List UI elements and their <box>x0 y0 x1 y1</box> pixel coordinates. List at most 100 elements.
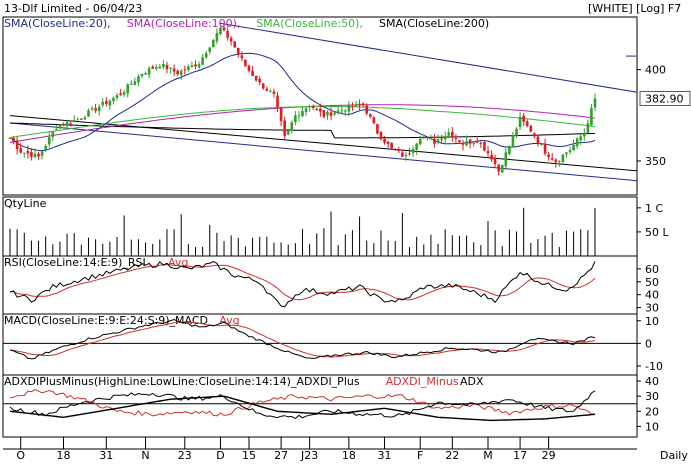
candle-body <box>294 115 297 123</box>
candle-body <box>454 137 458 139</box>
candle-body <box>222 27 226 31</box>
candle-body <box>540 143 543 145</box>
candle-body <box>8 137 12 139</box>
candle-body <box>87 110 90 117</box>
candle-body <box>579 136 583 141</box>
candle-body <box>504 152 508 167</box>
candle-body <box>390 143 393 149</box>
candle-body <box>386 141 390 144</box>
candle-body <box>543 143 547 154</box>
candle-body <box>383 138 386 143</box>
candle-body <box>472 142 476 144</box>
candle-body <box>251 70 254 77</box>
candle-body <box>308 106 311 108</box>
candle-body <box>233 41 237 48</box>
candle-body <box>586 123 590 133</box>
candle-body <box>147 68 151 75</box>
candle-body <box>511 135 515 147</box>
candle-body <box>461 143 465 145</box>
xtick-label-6: 15 <box>242 449 256 462</box>
candle-body <box>62 124 65 126</box>
candle-body <box>137 76 140 83</box>
candle-body <box>333 112 336 115</box>
candle-body <box>19 148 23 153</box>
candle-body <box>572 144 575 151</box>
xtick-label-4: 23 <box>178 449 192 462</box>
price-legend-3: SMA(CloseLine:200) <box>379 17 489 30</box>
candle-body <box>322 110 326 117</box>
last-price-box <box>639 90 691 106</box>
candle-body <box>40 151 44 156</box>
macd-avg-line <box>9 321 596 358</box>
candle-body <box>493 157 497 165</box>
candle-body <box>33 153 37 158</box>
candle-body <box>497 164 500 172</box>
candle-body <box>272 91 276 94</box>
candle-body <box>208 47 212 52</box>
trendline-1 <box>9 122 638 182</box>
price-panel: 400 350 382.90 SMA(CloseLine:20), SMA(CloseL… <box>4 17 691 182</box>
candle-body <box>65 121 69 126</box>
candle-body <box>90 108 94 110</box>
candle-body <box>15 140 19 149</box>
candle-body <box>451 131 454 138</box>
candle-body <box>219 27 222 35</box>
candle-body <box>336 110 340 112</box>
candle-body <box>69 123 72 125</box>
macd-panel-ytick-label-2: -10 <box>645 360 663 373</box>
rsi-panel-ytick-label-0: 60 <box>645 263 659 276</box>
volume-panel: QtyLine 1 C 50 L <box>4 197 669 256</box>
macd-panel-ytick-label-0: 10 <box>645 315 659 328</box>
candle-body <box>593 98 597 108</box>
volume-legend: QtyLine <box>4 197 47 210</box>
candle-body <box>283 120 286 136</box>
candle-body <box>51 131 55 137</box>
candle-body <box>226 31 229 38</box>
candle-body <box>468 139 472 144</box>
candle-body <box>30 152 33 158</box>
candle-body <box>290 122 294 131</box>
panel-frame-4 <box>2 374 638 438</box>
candle-body <box>108 100 112 106</box>
candle-body <box>347 104 351 112</box>
chart-mode-label: [WHITE] [Log] F7 <box>588 2 681 15</box>
candle-body <box>529 125 533 132</box>
candle-body <box>72 120 76 122</box>
volume-ytick-label-0: 1 C <box>645 202 663 215</box>
candle-body <box>247 65 251 71</box>
candle-body <box>351 106 354 108</box>
candle-body <box>179 70 183 76</box>
candle-body <box>475 141 479 143</box>
candle-body <box>533 133 536 137</box>
candle-body <box>269 91 272 93</box>
candle-body <box>426 136 429 138</box>
adx-panel-ytick-label-0: 40 <box>645 375 659 388</box>
candle-body <box>354 104 358 107</box>
xtick-label-3: N <box>141 449 149 462</box>
xtick-label-11: F <box>417 449 423 462</box>
candle-body <box>83 117 87 120</box>
candle-body <box>518 116 522 128</box>
candle-body <box>315 108 319 110</box>
candle-body <box>176 70 179 75</box>
candle-body <box>458 140 461 143</box>
candle-body <box>105 101 108 104</box>
candle-body <box>433 138 436 144</box>
candle-body <box>165 65 169 70</box>
candle-body <box>97 106 101 111</box>
candle-body <box>515 128 518 136</box>
adx-plus-line <box>9 390 596 420</box>
candle-body <box>422 137 426 139</box>
adx-panel: ADXDIPlusMinus(HighLine:LowLine:CloseLin… <box>3 375 659 433</box>
candle-body <box>236 47 240 54</box>
candle-body <box>311 106 315 108</box>
adx-panel-ytick-label-3: 10 <box>645 420 659 433</box>
price-ytick-label-0: 400 <box>645 64 666 77</box>
candle-body <box>286 128 290 135</box>
candle-body <box>22 152 26 154</box>
xtick-label-7: 27 <box>274 449 288 462</box>
candle-body <box>172 68 176 72</box>
period-label: Daily <box>660 449 688 462</box>
candle-body <box>55 129 58 131</box>
candle-body <box>212 39 215 48</box>
